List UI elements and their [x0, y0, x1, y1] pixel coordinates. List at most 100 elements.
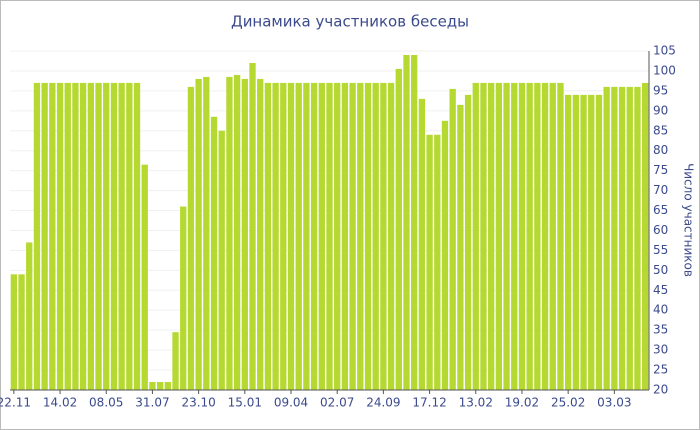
- bar: [233, 74, 241, 390]
- bar: [595, 94, 603, 390]
- y-tick-label: 65: [653, 203, 668, 217]
- bar: [10, 274, 18, 390]
- bar: [18, 274, 25, 390]
- y-tick-label: 25: [653, 363, 668, 377]
- bar: [580, 94, 587, 390]
- bar: [611, 86, 618, 391]
- bar: [280, 82, 287, 390]
- x-tick-label: 02.07: [320, 396, 354, 410]
- bar: [257, 78, 264, 390]
- bar: [618, 86, 626, 391]
- bar: [387, 82, 395, 390]
- bar: [464, 94, 472, 390]
- bar: [634, 86, 641, 391]
- bar: [626, 86, 633, 391]
- x-tick-label: 03.03: [597, 396, 631, 410]
- bar: [449, 88, 456, 390]
- bar: [295, 82, 302, 390]
- bar: [241, 78, 248, 390]
- bar: [264, 82, 272, 390]
- x-tick-label: 24.09: [366, 396, 400, 410]
- x-tick-label: 23.10: [181, 396, 215, 410]
- bar: [149, 382, 156, 390]
- bar: [588, 94, 595, 390]
- bar: [126, 82, 133, 390]
- y-tick-label: 100: [653, 63, 676, 77]
- bar: [334, 82, 341, 390]
- y-tick-label: 30: [653, 343, 668, 357]
- y-tick-label: 90: [653, 103, 668, 117]
- x-tick-label: 13.02: [459, 396, 493, 410]
- bar: [203, 76, 210, 391]
- bar: [56, 82, 64, 390]
- bar: [103, 82, 110, 390]
- y-tick-label: 60: [653, 223, 668, 237]
- bar: [403, 54, 410, 391]
- bar: [495, 82, 503, 390]
- bar: [426, 134, 433, 390]
- bar: [249, 62, 256, 390]
- bar: [180, 206, 187, 390]
- bar: [411, 54, 418, 391]
- bar: [187, 86, 195, 391]
- bar: [541, 82, 549, 390]
- y-tick-label: 50: [653, 263, 668, 277]
- bar: [79, 82, 87, 390]
- bar: [210, 116, 218, 391]
- y-tick-label: 55: [653, 243, 668, 257]
- bar: [64, 82, 71, 390]
- bar: [141, 164, 148, 390]
- bar: [395, 68, 402, 391]
- bar: [488, 82, 495, 390]
- bar: [526, 82, 533, 390]
- bar: [441, 120, 449, 390]
- bar: [87, 82, 94, 390]
- bar: [434, 134, 441, 390]
- y-tick-label: 85: [653, 123, 668, 137]
- x-tick-label: 15.01: [228, 396, 262, 410]
- bar: [457, 104, 464, 390]
- x-tick-label: 19.02: [505, 396, 539, 410]
- bar: [341, 82, 349, 390]
- bar: [26, 242, 33, 390]
- bar: [303, 82, 310, 390]
- bar: [164, 382, 171, 390]
- bar: [172, 332, 179, 390]
- bar: [357, 82, 364, 390]
- bar: [641, 82, 649, 390]
- x-tick-label: 31.07: [135, 396, 169, 410]
- bar: [326, 82, 333, 390]
- bar: [226, 76, 233, 391]
- bar: [518, 82, 526, 390]
- bar: [565, 94, 572, 390]
- x-tick-label: 22.11: [0, 396, 31, 410]
- chart-title: Динамика участников беседы: [231, 13, 469, 31]
- bar: [218, 130, 225, 390]
- bar: [603, 86, 610, 391]
- bar: [480, 82, 487, 390]
- bar: [472, 82, 479, 390]
- bar: [418, 98, 426, 390]
- bar: [72, 82, 79, 390]
- y-tick-label: 20: [653, 383, 668, 397]
- x-tick-label: 08.05: [89, 396, 123, 410]
- bar: [110, 82, 118, 390]
- bar: [156, 382, 164, 390]
- bar: [372, 82, 379, 390]
- y-tick-label: 45: [653, 283, 668, 297]
- bar: [380, 82, 387, 390]
- x-tick-label: 17.12: [412, 396, 446, 410]
- bar: [49, 82, 56, 390]
- y-axis-label: Число участников: [682, 163, 696, 277]
- x-tick-label: 25.02: [551, 396, 585, 410]
- bar: [287, 82, 295, 390]
- y-tick-label: 105: [653, 44, 676, 58]
- bar: [310, 82, 318, 390]
- bar: [195, 78, 202, 390]
- y-tick-label: 80: [653, 143, 668, 157]
- bar: [118, 82, 125, 390]
- y-tick-label: 95: [653, 83, 668, 97]
- x-tick-label: 14.02: [43, 396, 77, 410]
- y-tick-label: 40: [653, 303, 668, 317]
